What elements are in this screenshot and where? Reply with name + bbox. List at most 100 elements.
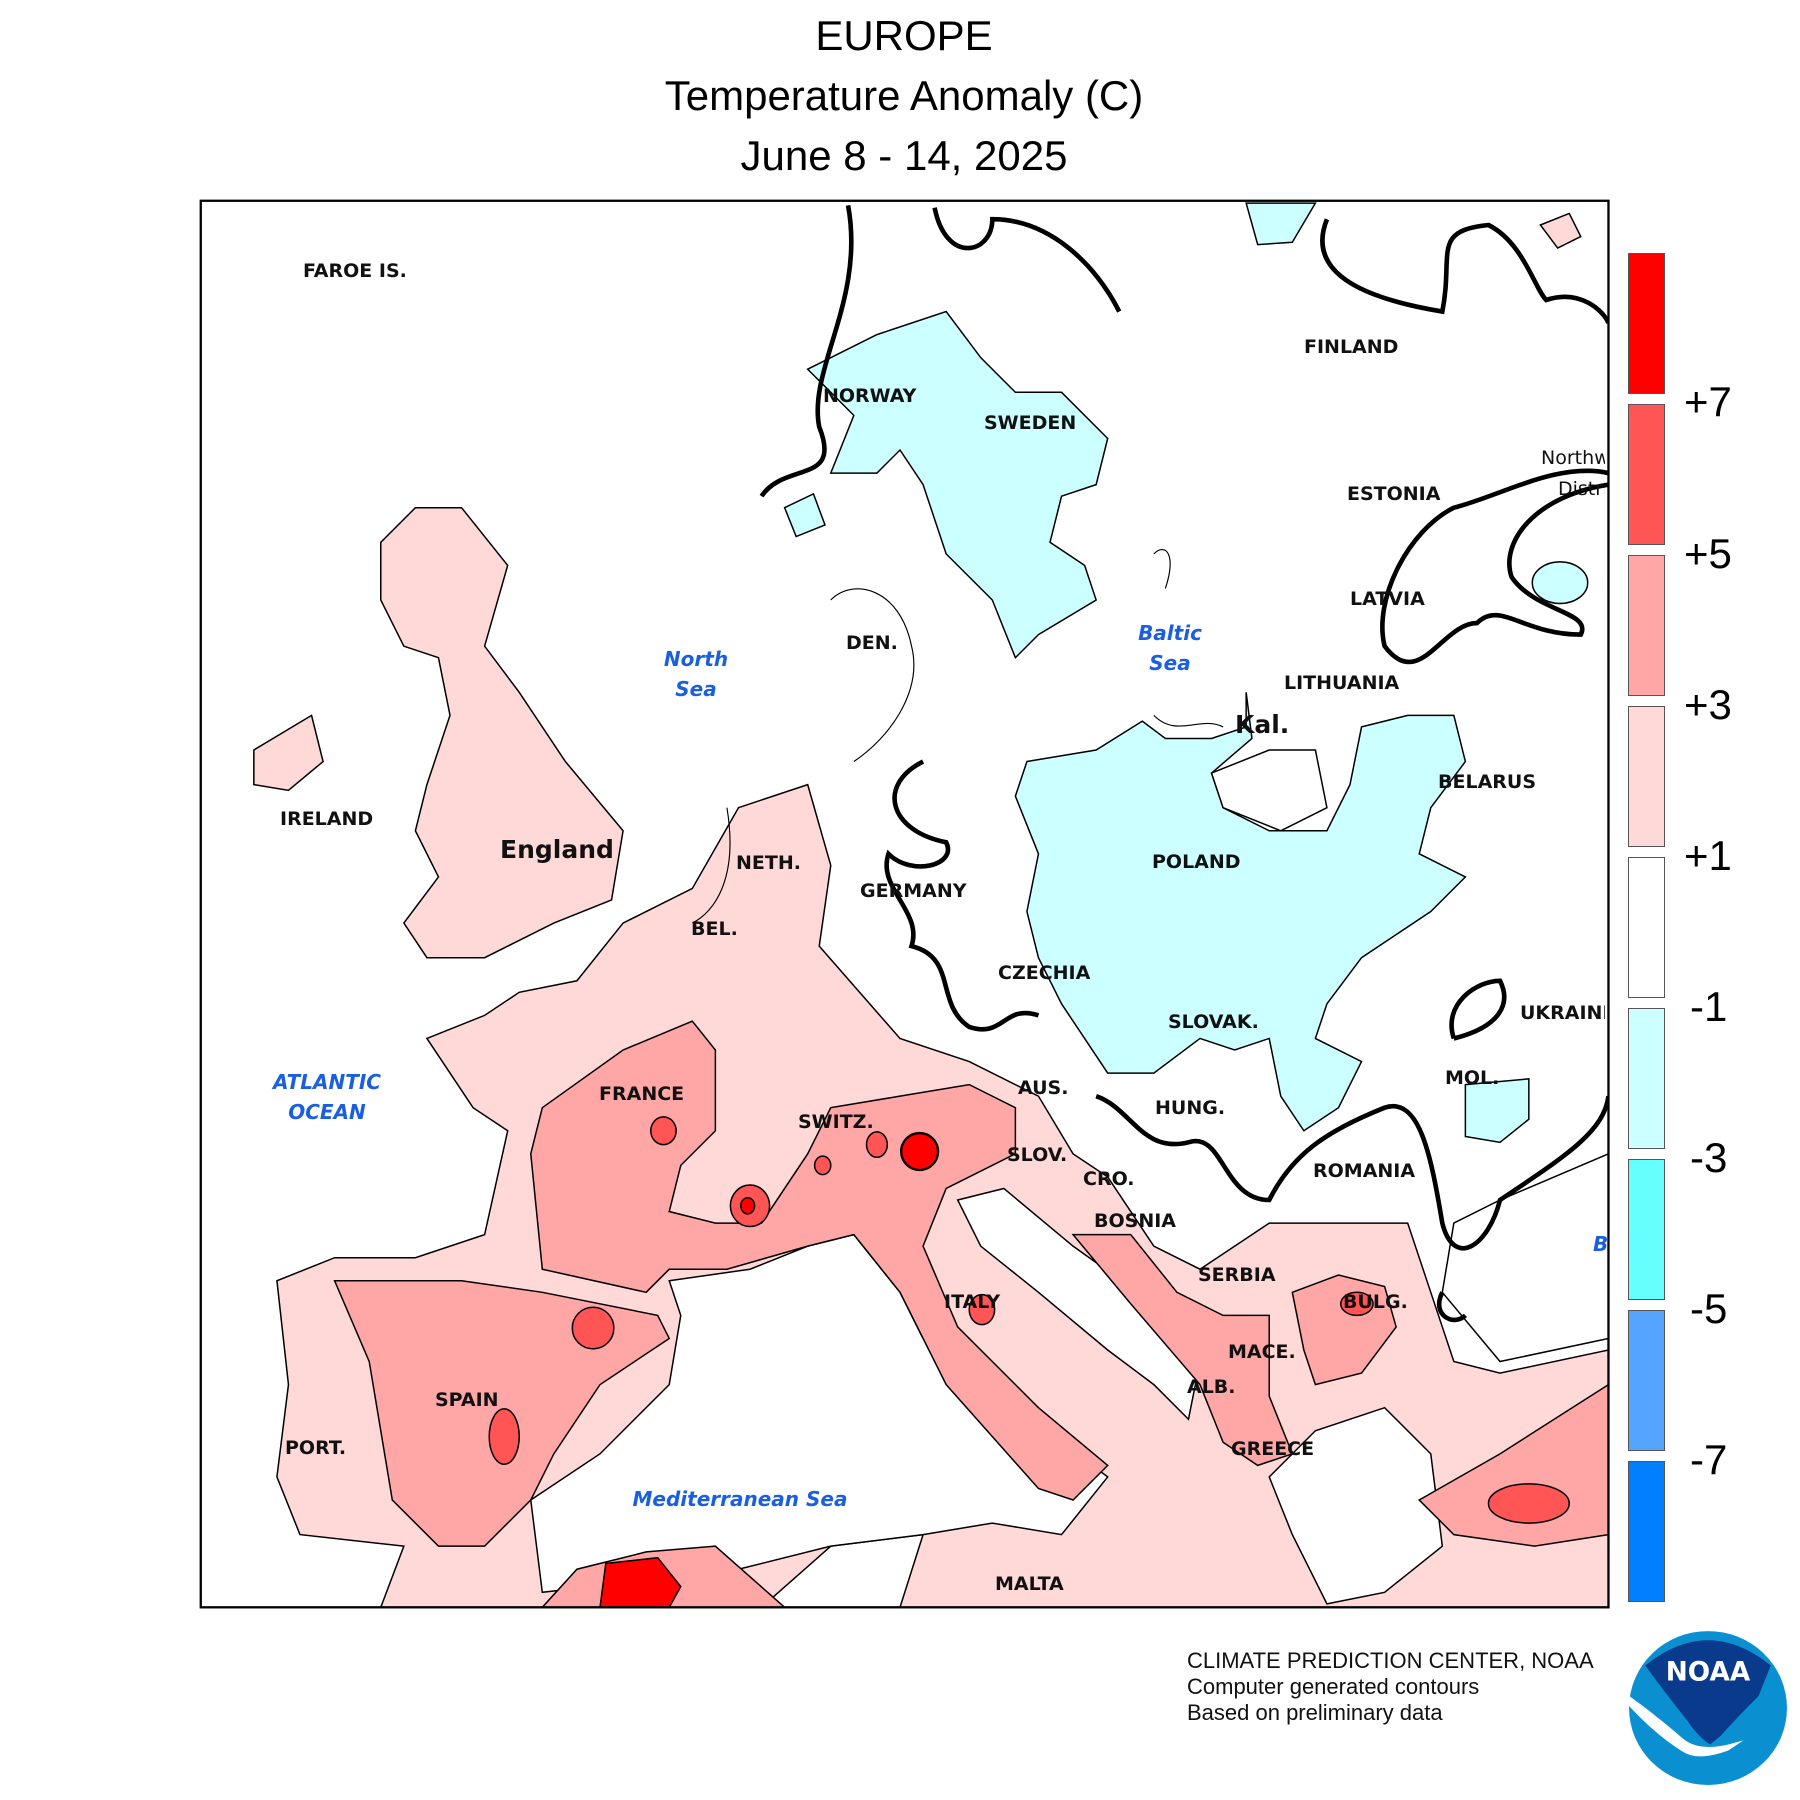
anomaly-region-1to3-ireland xyxy=(253,714,324,792)
label-slovenia: SLOV. xyxy=(1007,1144,1068,1166)
anomaly-spot-5to7 xyxy=(865,1131,889,1159)
credit-line-2: Computer generated contours xyxy=(1187,1674,1480,1699)
svg-text:NOAA: NOAA xyxy=(1666,1658,1751,1688)
map-title-period: June 8 - 14, 2025 xyxy=(740,132,1068,179)
label-kaliningrad: Kal. xyxy=(1235,710,1290,739)
label-romania: ROMANIA xyxy=(1313,1160,1416,1182)
legend-bin-5to7 xyxy=(1628,404,1665,545)
legend-bin-below-minus7 xyxy=(1628,1461,1665,1602)
label-macedonia: MACE. xyxy=(1228,1341,1296,1363)
anomaly-spot-5to7 xyxy=(571,1306,615,1350)
label-latvia: LATVIA xyxy=(1350,588,1425,610)
label-north-sea-1: North xyxy=(663,647,729,671)
label-sweden: SWEDEN xyxy=(984,412,1077,434)
label-ireland: IRELAND xyxy=(280,808,374,830)
anomaly-region-3to5-balkans xyxy=(1071,1233,1294,1467)
label-austria: AUS. xyxy=(1018,1077,1069,1099)
aegean-sea xyxy=(1268,1406,1444,1605)
legend-label: -7 xyxy=(1690,1436,1728,1483)
legend-label: +3 xyxy=(1684,681,1732,728)
map-title-region: EUROPE xyxy=(815,12,993,59)
anomaly-spot-5to7 xyxy=(1487,1483,1570,1524)
adriatic-sea xyxy=(956,1187,1201,1421)
label-italy: ITALY xyxy=(944,1291,1001,1313)
label-baltic-sea: Baltic Sea xyxy=(1120,618,1220,678)
label-baltic-sea-1: Baltic xyxy=(1138,621,1202,645)
anomaly-region-minus1to3-finland-north xyxy=(1245,202,1317,246)
label-serbia: SERBIA xyxy=(1198,1264,1276,1286)
label-estonia: ESTONIA xyxy=(1347,483,1441,505)
label-faroe: FAROE IS. xyxy=(303,260,407,282)
legend-label: -5 xyxy=(1690,1285,1728,1332)
label-northwest-2: Distri xyxy=(1558,478,1605,500)
credits: CLIMATE PREDICTION CENTER, NOAA Computer… xyxy=(1187,1648,1594,1726)
label-black-sea-partial: B xyxy=(1593,1232,1607,1256)
legend-label: -3 xyxy=(1690,1134,1728,1181)
label-england: England xyxy=(500,835,614,864)
legend-bin-minus1to3 xyxy=(1628,1008,1665,1149)
label-norway: NORWAY xyxy=(823,385,917,407)
label-spain: SPAIN xyxy=(435,1389,499,1411)
credit-line-1: CLIMATE PREDICTION CENTER, NOAA xyxy=(1187,1648,1594,1673)
legend-bin-1to3 xyxy=(1628,706,1665,847)
noaa-logo: NOAA xyxy=(1629,1631,1787,1785)
map-frame xyxy=(199,199,1610,1609)
label-bosnia: BOSNIA xyxy=(1094,1210,1176,1232)
anomaly-region-1to3-uk xyxy=(380,506,624,959)
legend-bin-minus3to5 xyxy=(1628,1159,1665,1300)
map-title-variable: Temperature Anomaly (C) xyxy=(664,72,1144,119)
label-denmark: DEN. xyxy=(846,632,898,654)
label-czechia: CZECHIA xyxy=(998,962,1091,984)
anomaly-region-1to3-finland-ne xyxy=(1539,212,1582,250)
label-ukraine: UKRAINE xyxy=(1520,1002,1605,1024)
anomaly-region-minus1to3-moldova xyxy=(1464,1078,1530,1144)
credit-line-3: Based on preliminary data xyxy=(1187,1700,1443,1725)
legend-bin-above7 xyxy=(1628,253,1665,394)
contour-lines xyxy=(759,204,1609,1323)
label-atlantic-1: ATLANTIC xyxy=(273,1070,381,1094)
anomaly-spot-above7 xyxy=(740,1196,756,1215)
legend-label: -1 xyxy=(1690,983,1728,1030)
label-northwest-1: Northw xyxy=(1541,447,1605,469)
label-croatia: CRO. xyxy=(1083,1168,1135,1190)
anomaly-region-minus1to3-poland-belarus xyxy=(1014,692,1467,1132)
label-belgium: BEL. xyxy=(691,918,738,940)
anomaly-region-3to5-france-italy xyxy=(530,1020,1109,1501)
legend-label: +7 xyxy=(1684,378,1732,425)
anomaly-spot-5to7 xyxy=(488,1408,520,1465)
label-atlantic-ocean: ATLANTIC OCEAN xyxy=(257,1067,397,1127)
label-switzerland: SWITZ. xyxy=(798,1111,874,1133)
label-north-sea: North Sea xyxy=(646,644,746,704)
label-bulgaria: BULG. xyxy=(1343,1291,1408,1313)
label-slovakia: SLOVAK. xyxy=(1168,1011,1259,1033)
label-albania: ALB. xyxy=(1187,1376,1236,1398)
label-hungary: HUNG. xyxy=(1155,1097,1226,1119)
label-malta: MALTA xyxy=(995,1573,1064,1595)
label-moldova: MOL. xyxy=(1445,1067,1500,1089)
anomaly-spot-above7 xyxy=(899,1131,940,1172)
label-finland: FINLAND xyxy=(1304,336,1399,358)
anomaly-region-minus1to3-russia xyxy=(1531,561,1589,605)
label-greece: GREECE xyxy=(1231,1438,1315,1460)
label-atlantic-2: OCEAN xyxy=(288,1100,366,1124)
label-mediterranean-sea: Mediterranean Sea xyxy=(632,1487,848,1511)
label-germany: GERMANY xyxy=(860,880,967,902)
anomaly-spot-5to7 xyxy=(650,1116,677,1146)
label-north-sea-2: Sea xyxy=(675,677,717,701)
label-portugal: PORT. xyxy=(285,1437,347,1459)
anomaly-spot-5to7 xyxy=(813,1155,832,1176)
label-belarus: BELARUS xyxy=(1438,771,1537,793)
label-france: FRANCE xyxy=(599,1083,685,1105)
legend-bin-minus5to7 xyxy=(1628,1310,1665,1451)
anomaly-spot-above7-north-africa xyxy=(599,1556,682,1608)
anomaly-spot-5to7 xyxy=(1340,1291,1374,1317)
label-lithuania: LITHUANIA xyxy=(1284,672,1400,694)
coastlines xyxy=(692,549,1224,924)
label-poland: POLAND xyxy=(1152,851,1241,873)
anomaly-spot-5to7 xyxy=(968,1293,996,1326)
neutral-region-lithuania xyxy=(1210,749,1328,832)
label-baltic-sea-2: Sea xyxy=(1149,651,1191,675)
legend-bin-3to5 xyxy=(1628,555,1665,696)
legend-bin-neutral xyxy=(1628,857,1665,998)
